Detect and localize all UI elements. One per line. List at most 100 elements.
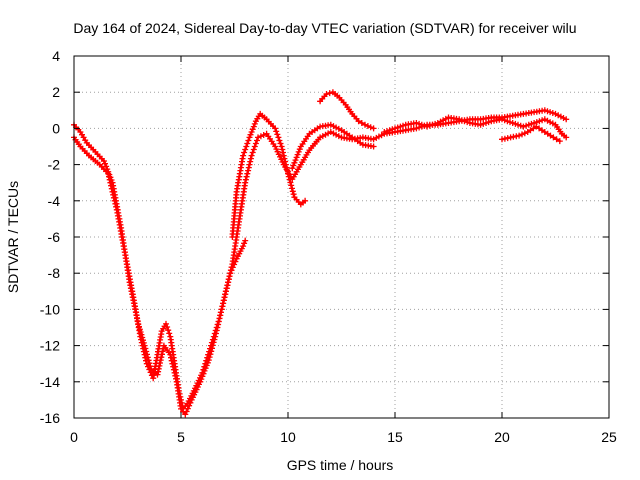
y-tick-label: -6 xyxy=(48,229,61,245)
data-point xyxy=(296,146,303,153)
data-point xyxy=(242,237,249,244)
data-point xyxy=(142,345,149,352)
data-point xyxy=(499,116,505,123)
data-point xyxy=(240,152,247,159)
x-tick-label: 0 xyxy=(70,429,78,445)
data-point xyxy=(553,136,560,143)
data-point xyxy=(144,351,150,358)
y-tick-label: -12 xyxy=(40,338,60,354)
data-point xyxy=(208,348,215,355)
data-point xyxy=(281,155,288,162)
data-point xyxy=(362,121,368,128)
data-point xyxy=(147,363,154,370)
data-point xyxy=(242,146,249,153)
data-point xyxy=(523,122,530,129)
data-point xyxy=(432,120,439,127)
data-point xyxy=(200,370,207,377)
series-satellite-track-f xyxy=(499,123,563,145)
data-point xyxy=(197,378,204,385)
data-point xyxy=(317,134,324,141)
data-point xyxy=(386,127,393,134)
data-point xyxy=(165,327,172,334)
x-tick-label: 10 xyxy=(280,429,296,445)
data-point xyxy=(166,330,173,337)
data-point xyxy=(209,342,216,349)
data-point xyxy=(274,131,281,138)
data-point xyxy=(198,376,205,383)
data-point xyxy=(217,312,224,319)
data-point xyxy=(163,320,169,327)
data-point xyxy=(421,122,428,129)
data-point xyxy=(225,276,232,283)
data-point xyxy=(242,179,249,186)
data-point xyxy=(228,267,235,274)
data-point xyxy=(519,131,525,138)
data-point xyxy=(187,399,194,406)
data-point xyxy=(539,117,546,124)
data-point xyxy=(456,116,463,123)
data-point xyxy=(282,158,289,165)
data-point xyxy=(389,126,396,133)
data-point xyxy=(426,122,433,129)
data-point xyxy=(224,282,231,289)
y-tick-label: 0 xyxy=(52,120,60,136)
data-point xyxy=(244,140,251,147)
data-point xyxy=(286,176,293,183)
data-point xyxy=(213,330,219,337)
series-satellite-track-c xyxy=(229,110,309,240)
data-point xyxy=(413,120,420,126)
data-point xyxy=(290,191,297,198)
data-point xyxy=(295,148,302,155)
data-point xyxy=(216,315,223,322)
data-point xyxy=(108,177,115,183)
data-point xyxy=(292,157,299,164)
data-point xyxy=(211,336,218,343)
data-point xyxy=(278,143,285,150)
x-tick-label: 5 xyxy=(177,429,185,445)
data-point xyxy=(560,115,567,121)
data-point xyxy=(229,264,236,271)
data-point xyxy=(145,357,152,364)
data-point xyxy=(549,110,556,116)
data-point xyxy=(217,309,224,316)
data-point xyxy=(139,334,146,341)
data-point xyxy=(294,151,301,158)
data-point xyxy=(367,124,374,131)
data-point xyxy=(101,158,107,164)
data-point xyxy=(323,91,330,97)
data-point xyxy=(172,372,179,379)
data-point xyxy=(517,122,524,129)
data-point xyxy=(231,261,238,268)
series-satellite-track-e xyxy=(317,89,377,132)
data-point xyxy=(555,112,562,119)
y-tick-label: -4 xyxy=(48,193,61,209)
data-point xyxy=(375,133,382,140)
data-point xyxy=(210,339,217,346)
chart-title: Day 164 of 2024, Sidereal Day-to-day VTE… xyxy=(73,20,576,36)
data-point xyxy=(158,354,165,361)
data-point xyxy=(186,402,193,409)
data-point xyxy=(107,174,114,181)
data-point xyxy=(221,294,228,301)
data-point xyxy=(276,137,283,144)
data-point xyxy=(132,306,139,312)
data-point xyxy=(536,118,543,125)
plot-series xyxy=(71,89,570,418)
data-point xyxy=(183,408,190,415)
data-point xyxy=(157,360,163,366)
data-point xyxy=(485,119,492,126)
data-point xyxy=(358,120,365,126)
data-point xyxy=(392,125,398,132)
x-tick-label: 25 xyxy=(601,429,617,445)
data-point xyxy=(480,120,487,127)
data-point xyxy=(277,140,284,147)
data-point xyxy=(364,123,371,129)
y-tick-label: 2 xyxy=(52,84,60,100)
data-point xyxy=(289,165,296,172)
data-point xyxy=(209,345,215,352)
y-axis-label: SDTVAR / TECUs xyxy=(5,181,21,293)
data-point xyxy=(106,171,113,178)
data-point xyxy=(520,123,527,130)
data-point xyxy=(219,303,226,310)
data-point xyxy=(528,120,535,127)
